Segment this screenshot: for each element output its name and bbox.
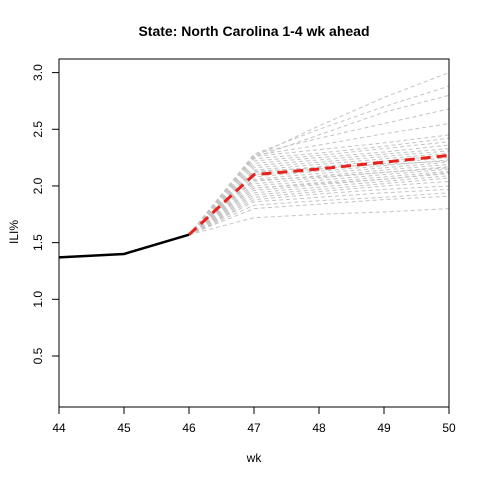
ensemble-line-25 [188, 123, 450, 236]
ensemble-line-13 [188, 163, 450, 236]
y-tick-label-1: 1.0 [31, 291, 45, 308]
ensemble-line-20 [188, 148, 450, 236]
plot-frame [58, 58, 450, 408]
y-tick-label-2: 1.5 [31, 234, 45, 251]
ensemble-line-14 [188, 161, 450, 236]
ensemble-line-21 [188, 144, 450, 236]
ensemble-line-27 [188, 94, 450, 236]
axes: 44 45 46 47 48 49 50 0.5 1.0 1.5 2.0 2.5 3.0 [31, 58, 456, 435]
x-tick-label-45: 45 [117, 421, 131, 435]
ensemble-line-24 [188, 134, 450, 236]
y-tick-label-0: 0.5 [31, 347, 45, 364]
chart-title: State: North Carolina 1-4 wk ahead [138, 23, 369, 39]
observed-layer [58, 233, 190, 259]
ensemble-line-29 [188, 72, 450, 236]
x-axis-label: wk [246, 451, 263, 465]
ensemble-line-22 [188, 141, 450, 236]
ensemble-line-6 [188, 180, 450, 236]
ensemble-line-3 [188, 192, 450, 236]
ensemble-line-31 [188, 171, 450, 236]
ensemble-line-4 [188, 188, 450, 236]
forecast-mean-layer [187, 153, 450, 236]
ensemble-line-10 [188, 170, 450, 236]
x-tick-label-48: 48 [312, 421, 326, 435]
ensemble-line-30 [188, 167, 450, 236]
ensemble-line-23 [188, 137, 450, 236]
x-tick-label-49: 49 [377, 421, 391, 435]
x-tick-label-50: 50 [442, 421, 456, 435]
observed-line [58, 233, 190, 259]
ensemble-line-7 [188, 177, 450, 236]
ensemble-lines [188, 72, 450, 236]
ensemble-line-9 [188, 173, 450, 236]
forecast-mean-line [187, 153, 450, 236]
y-tick-label-3: 2.0 [31, 177, 45, 194]
y-tick-label-5: 3.0 [31, 64, 45, 81]
ensemble-line-8 [188, 175, 450, 236]
y-tick-label-4: 2.5 [31, 121, 45, 138]
ensemble-line-11 [188, 168, 450, 236]
y-axis-label: ILI% [7, 220, 21, 244]
ensemble-line-19 [188, 150, 450, 236]
ensemble-line-12 [188, 166, 450, 236]
ensemble-line-1 [188, 208, 450, 236]
ensemble-line-26 [188, 108, 450, 236]
x-tick-label-47: 47 [247, 421, 261, 435]
x-tick-label-46: 46 [182, 421, 196, 435]
ensemble-line-17 [188, 154, 450, 236]
ensemble-line-5 [188, 185, 450, 236]
ensemble-line-2 [188, 195, 450, 236]
x-tick-label-44: 44 [52, 421, 66, 435]
ensemble-line-18 [188, 152, 450, 236]
